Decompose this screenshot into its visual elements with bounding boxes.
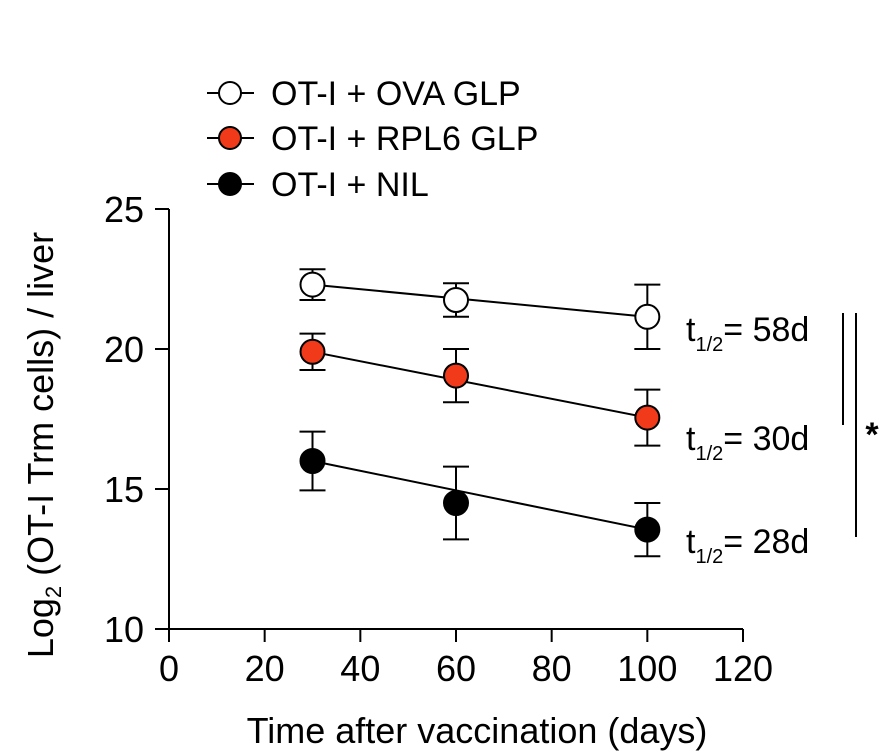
x-tick-label: 20 xyxy=(245,648,285,689)
x-tick-label: 120 xyxy=(713,648,773,689)
x-tick-label: 100 xyxy=(617,648,677,689)
half-life-label: t1/2= 28d xyxy=(686,523,809,568)
y-tick-label: 25 xyxy=(104,189,144,230)
data-point xyxy=(443,490,469,516)
x-axis-title: Time after vaccination (days) xyxy=(247,710,708,751)
legend-item-2: OT-I + RPL6 GLP xyxy=(207,120,538,158)
fit-line xyxy=(312,460,648,531)
half-life-label: t1/2= 58d xyxy=(686,311,809,356)
series-3: t1/2= 28d xyxy=(299,430,809,568)
series-2: t1/2= 30d xyxy=(299,332,809,465)
legend-marker xyxy=(218,172,242,196)
data-point xyxy=(443,362,469,389)
data-point xyxy=(299,448,326,474)
y-tick-label: 15 xyxy=(104,469,144,510)
data-point xyxy=(634,303,661,330)
x-tick-label: 40 xyxy=(340,648,380,689)
legend-item-3: OT-I + NIL xyxy=(207,166,429,204)
annotations: * xyxy=(842,313,879,537)
legend-label: OT-I + NIL xyxy=(271,166,429,204)
data-point xyxy=(634,404,661,431)
x-tick-label: 80 xyxy=(532,648,572,689)
data-point xyxy=(299,271,326,298)
y-axis-title-suffix: (OT-I Trm cells) / liver xyxy=(20,232,61,586)
y-tick-label: 20 xyxy=(104,329,144,370)
data-point xyxy=(634,516,661,543)
x-tick-label: 0 xyxy=(159,648,179,689)
series-layer: t1/2= 58d t1/2= 30d t1/2= 28d xyxy=(299,268,809,568)
significance-star: * xyxy=(865,416,879,454)
fit-line xyxy=(312,350,648,419)
legend-item-1: OT-I + OVA GLP xyxy=(207,75,521,113)
x-tick-label: 60 xyxy=(436,648,476,689)
y-ticks: 10 15 20 25 xyxy=(104,189,169,650)
legend: OT-I + OVA GLP OT-I + RPL6 GLP OT-I + NIL xyxy=(207,75,538,204)
y-axis-title: Log2 (OT-I Trm cells) / liver xyxy=(20,232,66,658)
legend-marker xyxy=(218,126,242,150)
fit-line xyxy=(312,283,648,318)
data-point xyxy=(299,338,326,365)
x-ticks: 0 20 40 60 80 100 120 xyxy=(159,629,773,689)
data-point xyxy=(443,287,469,313)
y-axis-title-subscript: 2 xyxy=(41,586,66,598)
y-axis-title-prefix: Log xyxy=(20,598,61,658)
half-life-label: t1/2= 30d xyxy=(686,420,809,465)
y-tick-label: 10 xyxy=(104,609,144,650)
legend-marker xyxy=(218,81,242,105)
series-1: t1/2= 58d xyxy=(299,268,809,356)
axes: 0 20 40 60 80 100 120 10 15 20 25 Time after vacc… xyxy=(20,189,773,751)
legend-label: OT-I + RPL6 GLP xyxy=(271,120,538,158)
legend-label: OT-I + OVA GLP xyxy=(271,75,521,113)
